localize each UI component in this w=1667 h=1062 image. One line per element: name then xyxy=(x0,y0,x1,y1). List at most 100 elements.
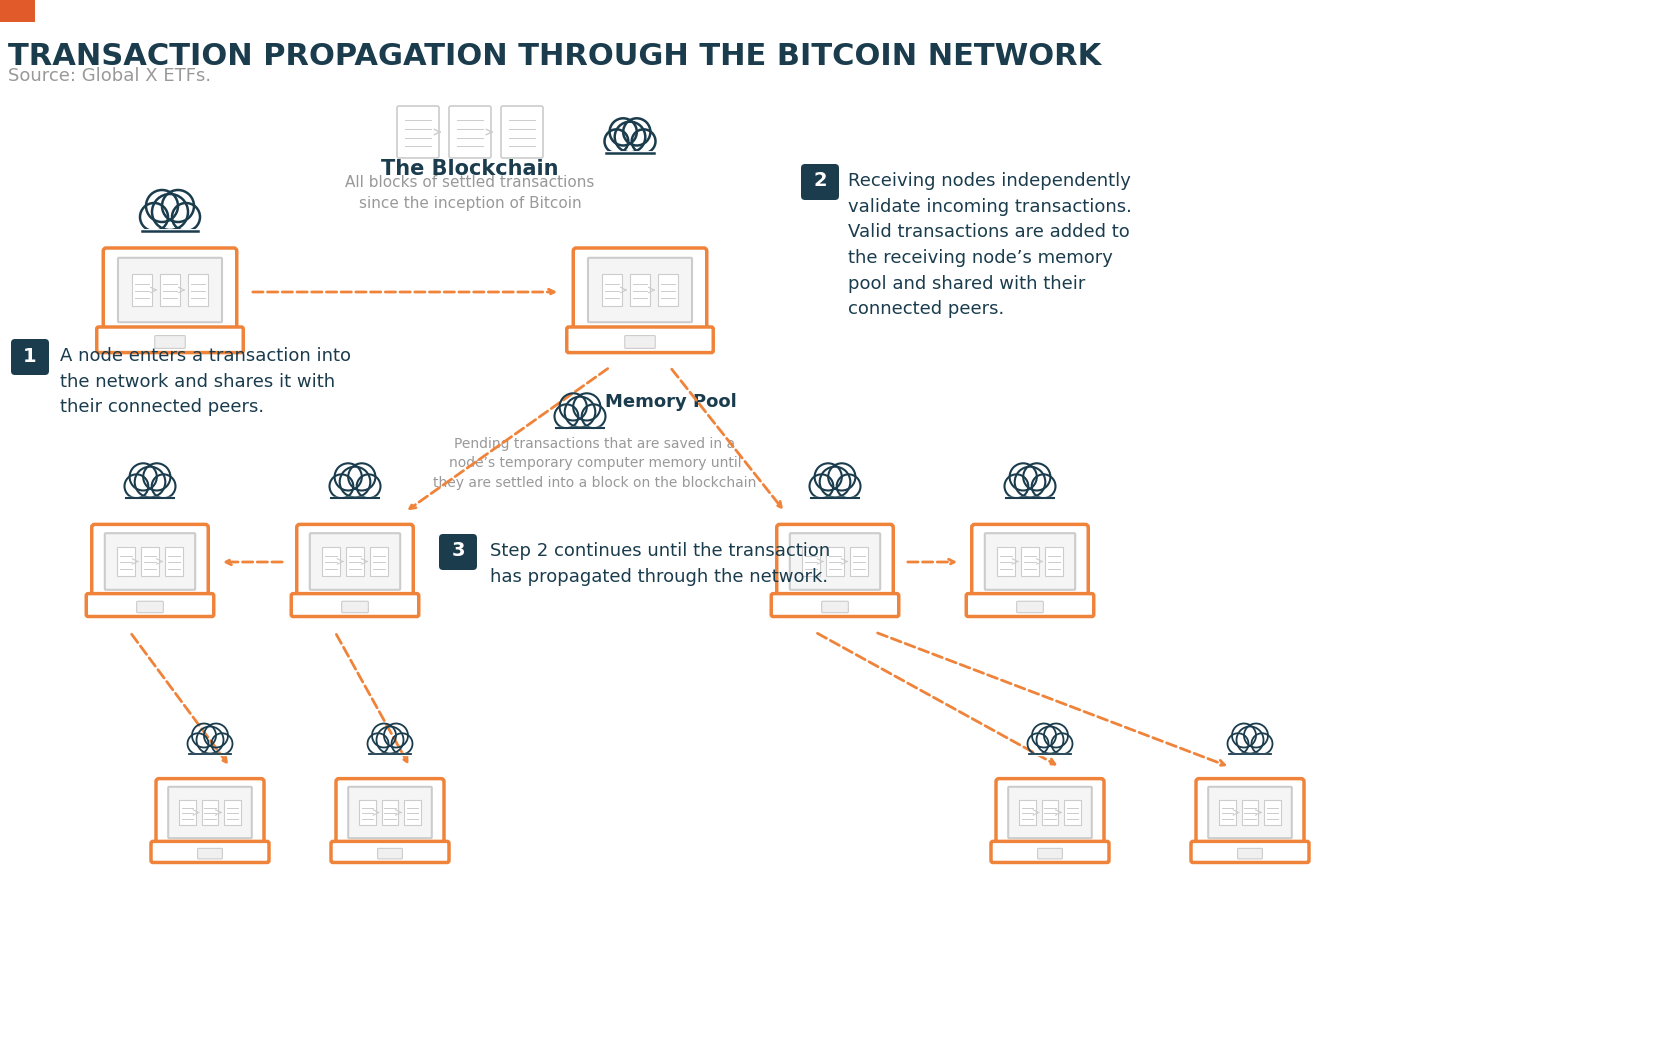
Circle shape xyxy=(1032,723,1055,748)
FancyBboxPatch shape xyxy=(370,547,388,576)
FancyBboxPatch shape xyxy=(198,849,222,859)
FancyBboxPatch shape xyxy=(225,800,240,825)
Text: All blocks of settled transactions
since the inception of Bitcoin: All blocks of settled transactions since… xyxy=(345,175,595,211)
FancyBboxPatch shape xyxy=(132,274,152,306)
FancyBboxPatch shape xyxy=(1022,547,1039,576)
Circle shape xyxy=(377,726,403,754)
Circle shape xyxy=(143,463,170,491)
Text: Step 2 continues until the transaction
has propagated through the network.: Step 2 continues until the transaction h… xyxy=(490,542,830,586)
FancyBboxPatch shape xyxy=(188,274,208,306)
FancyBboxPatch shape xyxy=(87,594,213,617)
FancyBboxPatch shape xyxy=(985,533,1075,589)
FancyBboxPatch shape xyxy=(118,258,222,322)
FancyBboxPatch shape xyxy=(567,327,713,353)
Circle shape xyxy=(140,203,168,232)
FancyBboxPatch shape xyxy=(990,841,1109,862)
Circle shape xyxy=(367,733,388,754)
FancyBboxPatch shape xyxy=(1264,800,1280,825)
Text: TRANSACTION PROPAGATION THROUGH THE BITCOIN NETWORK: TRANSACTION PROPAGATION THROUGH THE BITC… xyxy=(8,42,1102,71)
Circle shape xyxy=(1252,733,1272,754)
Circle shape xyxy=(212,733,232,754)
FancyBboxPatch shape xyxy=(165,547,183,576)
FancyBboxPatch shape xyxy=(1045,547,1064,576)
Circle shape xyxy=(1237,726,1264,754)
FancyBboxPatch shape xyxy=(342,601,368,613)
FancyBboxPatch shape xyxy=(348,787,432,838)
FancyBboxPatch shape xyxy=(332,841,448,862)
Text: Node: Node xyxy=(608,124,652,142)
Text: 2: 2 xyxy=(813,171,827,190)
Circle shape xyxy=(837,475,860,498)
FancyBboxPatch shape xyxy=(967,594,1094,617)
FancyBboxPatch shape xyxy=(292,594,418,617)
FancyBboxPatch shape xyxy=(160,274,180,306)
Circle shape xyxy=(172,203,200,232)
Text: The Blockchain: The Blockchain xyxy=(382,159,558,179)
Circle shape xyxy=(162,190,193,222)
FancyBboxPatch shape xyxy=(0,0,35,22)
Text: A node enters a transaction into
the network and shares it with
their connected : A node enters a transaction into the net… xyxy=(60,347,352,416)
Circle shape xyxy=(1005,475,1029,498)
Text: Receiving nodes independently
validate incoming transactions.
Valid transactions: Receiving nodes independently validate i… xyxy=(849,172,1132,319)
Circle shape xyxy=(348,463,375,491)
FancyBboxPatch shape xyxy=(972,525,1089,599)
FancyBboxPatch shape xyxy=(1219,800,1235,825)
FancyBboxPatch shape xyxy=(1209,787,1292,838)
FancyBboxPatch shape xyxy=(168,787,252,838)
Circle shape xyxy=(125,475,148,498)
FancyBboxPatch shape xyxy=(588,258,692,322)
FancyBboxPatch shape xyxy=(12,339,48,375)
FancyBboxPatch shape xyxy=(502,106,543,158)
FancyBboxPatch shape xyxy=(137,601,163,613)
Circle shape xyxy=(828,463,855,491)
FancyBboxPatch shape xyxy=(155,336,185,348)
FancyBboxPatch shape xyxy=(142,547,158,576)
Text: Source: Global X ETFs.: Source: Global X ETFs. xyxy=(8,67,212,85)
Text: 3: 3 xyxy=(452,542,465,561)
FancyBboxPatch shape xyxy=(297,525,413,599)
Circle shape xyxy=(357,475,380,498)
FancyBboxPatch shape xyxy=(850,547,869,576)
FancyBboxPatch shape xyxy=(827,547,844,576)
Circle shape xyxy=(147,190,178,222)
Circle shape xyxy=(810,475,834,498)
FancyBboxPatch shape xyxy=(397,106,438,158)
Circle shape xyxy=(1232,723,1255,748)
FancyBboxPatch shape xyxy=(777,525,894,599)
Circle shape xyxy=(815,463,842,491)
FancyBboxPatch shape xyxy=(1242,800,1259,825)
Text: 1: 1 xyxy=(23,346,37,365)
Circle shape xyxy=(1015,466,1045,497)
Circle shape xyxy=(197,726,223,754)
FancyBboxPatch shape xyxy=(103,249,237,332)
Circle shape xyxy=(555,405,578,428)
FancyBboxPatch shape xyxy=(1195,778,1304,846)
FancyBboxPatch shape xyxy=(1237,849,1262,859)
FancyBboxPatch shape xyxy=(448,106,492,158)
Circle shape xyxy=(135,466,165,497)
FancyBboxPatch shape xyxy=(347,547,363,576)
Circle shape xyxy=(615,122,645,152)
FancyBboxPatch shape xyxy=(997,547,1015,576)
FancyBboxPatch shape xyxy=(573,249,707,332)
Circle shape xyxy=(372,723,397,748)
Circle shape xyxy=(1227,733,1249,754)
FancyBboxPatch shape xyxy=(378,849,402,859)
Circle shape xyxy=(152,194,188,230)
Circle shape xyxy=(820,466,850,497)
FancyBboxPatch shape xyxy=(202,800,218,825)
FancyBboxPatch shape xyxy=(822,601,849,613)
FancyBboxPatch shape xyxy=(382,800,398,825)
Circle shape xyxy=(610,118,637,145)
FancyBboxPatch shape xyxy=(152,841,268,862)
Circle shape xyxy=(1037,726,1064,754)
Circle shape xyxy=(340,466,370,497)
Circle shape xyxy=(1032,475,1055,498)
Circle shape xyxy=(573,393,600,421)
Circle shape xyxy=(623,118,650,145)
FancyBboxPatch shape xyxy=(310,533,400,589)
FancyBboxPatch shape xyxy=(1009,787,1092,838)
FancyBboxPatch shape xyxy=(360,800,375,825)
Circle shape xyxy=(632,130,655,153)
Circle shape xyxy=(130,463,157,491)
